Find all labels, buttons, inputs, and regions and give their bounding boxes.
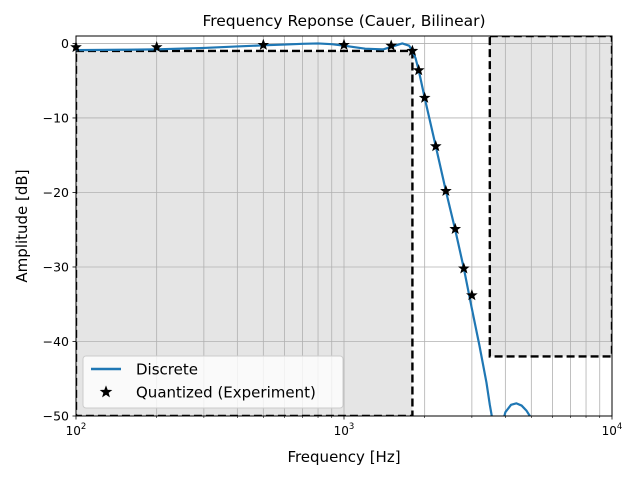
x-tick-label: 103 <box>334 422 355 438</box>
data-point-quantized <box>257 38 270 50</box>
x-tick-label: 102 <box>66 422 87 438</box>
y-tick-label: −40 <box>43 334 69 349</box>
data-point-quantized <box>466 289 478 301</box>
passband-region-outline <box>76 49 414 416</box>
data-point-quantized <box>150 41 163 53</box>
data-point-quantized <box>440 184 452 196</box>
stopband-region-fill <box>489 36 612 357</box>
data-point-quantized <box>412 64 425 76</box>
data-point-quantized <box>449 222 462 234</box>
grid-lines <box>76 36 612 416</box>
y-axis: 0 −10 −20 −30 −40 −50 <box>43 36 76 424</box>
legend-label: Quantized (Experiment) <box>136 384 316 402</box>
y-tick-label: −30 <box>43 259 69 274</box>
stopband-region-outline <box>488 36 612 358</box>
y-tick-label: 0 <box>61 36 69 51</box>
chart-title: Frequency Reponse (Cauer, Bilinear) <box>202 12 485 30</box>
y-tick-label: −50 <box>43 409 69 424</box>
legend-box <box>82 355 344 409</box>
legend-marker-quantized <box>99 385 113 398</box>
data-point-quantized <box>457 262 470 274</box>
y-tick-label: −10 <box>43 110 69 125</box>
x-tick-label: 104 <box>602 422 623 438</box>
x-axis: 102 103 104 <box>66 416 623 438</box>
data-point-quantized <box>385 39 398 51</box>
data-point-quantized <box>406 44 419 56</box>
data-point-quantized <box>418 91 431 103</box>
data-point-quantized <box>338 38 350 50</box>
legend: Discrete Quantized (Experiment) <box>82 355 344 409</box>
legend-label: Discrete <box>136 361 198 379</box>
x-axis-label: Frequency [Hz] <box>287 448 400 466</box>
plot-area: 102 103 104 0 −10 −20 −30 −40 −50 Discrete Quantiz… <box>43 35 623 438</box>
passband-region-fill <box>76 50 413 416</box>
y-axis-label: Amplitude [dB] <box>13 169 31 282</box>
y-tick-label: −20 <box>43 185 69 200</box>
data-point-quantized <box>429 140 442 152</box>
